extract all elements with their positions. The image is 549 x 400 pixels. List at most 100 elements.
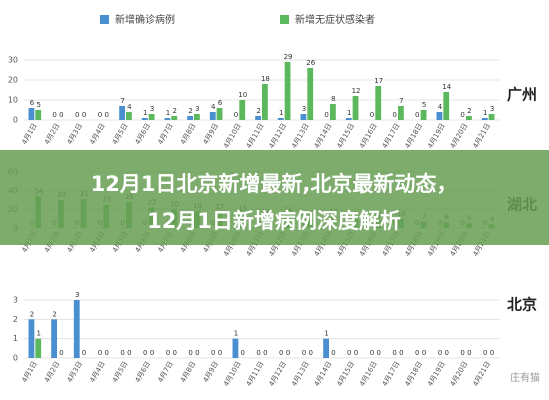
value-label: 0	[415, 349, 419, 357]
watermark: 庄有猫	[510, 371, 540, 384]
bar	[73, 300, 80, 358]
value-label: 7	[399, 97, 403, 105]
legend-label: 新增确诊病例	[115, 13, 175, 26]
value-label: 1	[324, 330, 328, 338]
bar	[51, 319, 57, 358]
value-label: 3	[490, 105, 494, 113]
y-tick-label: 10	[8, 96, 18, 105]
legend-swatch	[280, 15, 289, 24]
value-label: 1	[143, 109, 147, 117]
value-label: 0	[82, 349, 86, 357]
value-label: 0	[263, 349, 267, 357]
bar	[187, 116, 193, 120]
bar	[284, 62, 291, 120]
value-label: 6	[30, 99, 35, 107]
value-label: 0	[392, 111, 396, 119]
value-label: 0	[392, 349, 396, 357]
bar	[300, 114, 307, 120]
value-label: 0	[75, 111, 79, 119]
value-label: 0	[331, 349, 335, 357]
value-label: 0	[483, 349, 487, 357]
y-tick-label: 3	[13, 296, 18, 305]
bar	[35, 110, 42, 120]
y-tick-label: 0	[13, 116, 18, 125]
bar	[209, 112, 216, 120]
value-label: 0	[279, 349, 283, 357]
value-label: 3	[302, 105, 306, 113]
bar	[28, 319, 35, 358]
value-label: 6	[218, 99, 223, 107]
y-tick-label: 2	[13, 315, 18, 324]
banner	[0, 150, 549, 245]
bar	[232, 338, 239, 358]
bar	[28, 108, 35, 120]
value-label: 0	[460, 111, 464, 119]
bar	[330, 104, 336, 120]
value-label: 1	[234, 330, 238, 338]
bar	[262, 84, 268, 120]
value-label: 0	[82, 111, 86, 119]
value-label: 8	[331, 95, 335, 103]
value-label: 0	[98, 111, 102, 119]
value-label: 0	[120, 349, 124, 357]
value-label: 7	[120, 97, 124, 105]
y-tick-label: 1	[13, 334, 18, 343]
region-title: 广州	[507, 86, 537, 104]
legend-label: 新增无症状感染者	[295, 13, 375, 26]
value-label: 1	[483, 109, 487, 117]
legend-swatch	[100, 15, 109, 24]
value-label: 5	[422, 101, 426, 109]
value-label: 0	[399, 349, 403, 357]
value-label: 0	[240, 349, 244, 357]
value-label: 0	[104, 111, 108, 119]
value-label: 0	[211, 349, 215, 357]
value-label: 1	[166, 109, 170, 117]
bar	[307, 68, 314, 120]
value-label: 0	[444, 349, 448, 357]
bar	[436, 112, 443, 120]
value-label: 1	[347, 109, 351, 117]
bar	[141, 118, 148, 120]
value-label: 0	[370, 111, 374, 119]
banner-line: 12月1日新增病例深度解析	[147, 209, 401, 233]
bar	[345, 118, 352, 120]
value-label: 17	[374, 77, 383, 85]
bar	[35, 338, 42, 358]
value-label: 18	[261, 75, 270, 83]
bar	[171, 116, 178, 120]
value-label: 0	[150, 349, 154, 357]
value-label: 0	[195, 349, 199, 357]
bar	[466, 116, 472, 120]
value-label: 10	[238, 91, 247, 99]
value-label: 0	[308, 349, 312, 357]
value-label: 3	[75, 291, 79, 299]
value-label: 0	[52, 111, 56, 119]
value-label: 0	[438, 349, 442, 357]
bar	[255, 116, 261, 120]
bar	[488, 114, 495, 120]
value-label: 3	[195, 105, 199, 113]
bar	[126, 112, 132, 120]
value-label: 0	[422, 349, 426, 357]
value-label: 0	[490, 349, 494, 357]
value-label: 0	[256, 349, 260, 357]
bar	[277, 118, 284, 120]
bar	[148, 114, 155, 120]
value-label: 3	[150, 105, 154, 113]
value-label: 0	[59, 111, 63, 119]
value-label: 0	[324, 111, 328, 119]
bar	[481, 118, 488, 120]
bar	[420, 110, 427, 120]
banner-line: 12月1日北京新增最新,北京最新动态，	[91, 172, 458, 196]
value-label: 14	[442, 83, 451, 91]
value-label: 5	[36, 101, 40, 109]
value-label: 0	[376, 349, 380, 357]
value-label: 0	[172, 349, 176, 357]
value-label: 0	[370, 349, 374, 357]
bar	[239, 100, 246, 120]
value-label: 2	[172, 107, 176, 115]
bar	[194, 114, 200, 120]
value-label: 0	[143, 349, 147, 357]
value-label: 0	[98, 349, 102, 357]
